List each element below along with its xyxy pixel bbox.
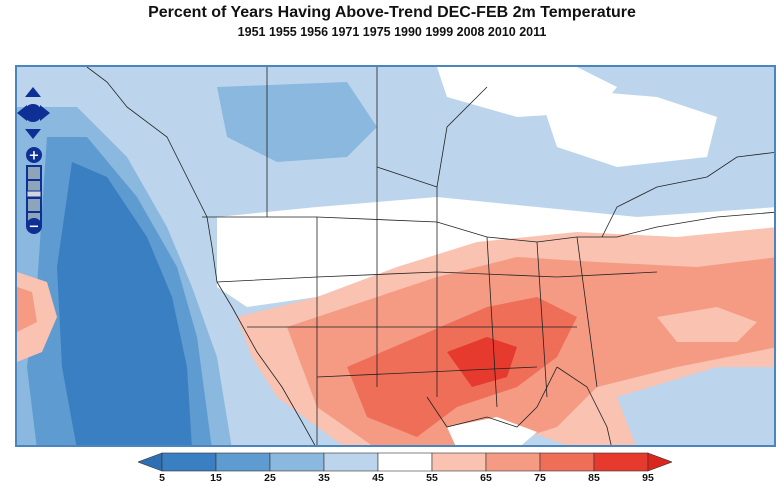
- legend-tick-label: 65: [480, 472, 492, 484]
- pan-up-icon[interactable]: [25, 87, 41, 97]
- map-navigation: + −: [17, 87, 53, 237]
- legend-swatch: [161, 452, 217, 472]
- legend-low-arrow: [137, 452, 163, 472]
- map-title: Percent of Years Having Above-Trend DEC-…: [148, 4, 636, 21]
- zoom-in-button[interactable]: +: [26, 147, 42, 164]
- legend-tick-label: 85: [588, 472, 600, 484]
- legend-swatch: [431, 452, 487, 472]
- legend-tick-label: 5: [159, 472, 165, 484]
- pan-up-button[interactable]: [25, 87, 41, 97]
- legend-tick-label: 45: [372, 472, 384, 484]
- color-legend: [137, 452, 673, 472]
- pan-down-button[interactable]: [25, 129, 41, 139]
- legend-swatch: [539, 452, 595, 472]
- legend-tick-label: 55: [426, 472, 438, 484]
- pacific-band-15: [57, 162, 192, 445]
- legend-swatch: [323, 452, 379, 472]
- legend-swatch: [593, 452, 649, 472]
- pan-left-button[interactable]: [17, 105, 27, 121]
- legend-high-arrow: [647, 452, 673, 472]
- legend-tick-labels: 5 15 25 35 45 55 65 75 85 95: [138, 472, 672, 486]
- canada-cool-patch: [217, 82, 377, 162]
- warm-core-85: [447, 337, 517, 387]
- pan-center-icon[interactable]: [24, 104, 42, 122]
- legend-swatch: [377, 452, 433, 472]
- pan-right-button[interactable]: [40, 105, 50, 121]
- map-viewport[interactable]: [15, 65, 776, 447]
- temperature-map[interactable]: [17, 67, 776, 447]
- legend-tick-label: 75: [534, 472, 546, 484]
- legend-swatch: [215, 452, 271, 472]
- zoom-in-icon[interactable]: [26, 147, 42, 163]
- legend-tick-label: 25: [264, 472, 276, 484]
- atlantic-cool-patch: [617, 367, 774, 445]
- legend-swatch: [269, 452, 325, 472]
- zoom-slider-handle[interactable]: [26, 190, 42, 198]
- zoom-out-button[interactable]: −: [26, 218, 42, 235]
- zoom-out-icon[interactable]: [26, 218, 42, 234]
- boundary-lines: [86, 67, 774, 445]
- legend-tick-label: 35: [318, 472, 330, 484]
- svg-text:+[interactable]: +: [29, 149, 40, 164]
- pan-left-icon[interactable]: [17, 105, 27, 121]
- svg-text:−[interactable]: −: [29, 220, 40, 235]
- years-subtitle: 1951 1955 1956 1971 1975 1990 1999 2008 …: [237, 25, 547, 39]
- pan-right-icon[interactable]: [40, 105, 50, 121]
- pan-down-icon[interactable]: [25, 129, 41, 139]
- legend-swatch: [485, 452, 541, 472]
- legend-tick-label: 95: [642, 472, 654, 484]
- legend-tick-label: 15: [210, 472, 222, 484]
